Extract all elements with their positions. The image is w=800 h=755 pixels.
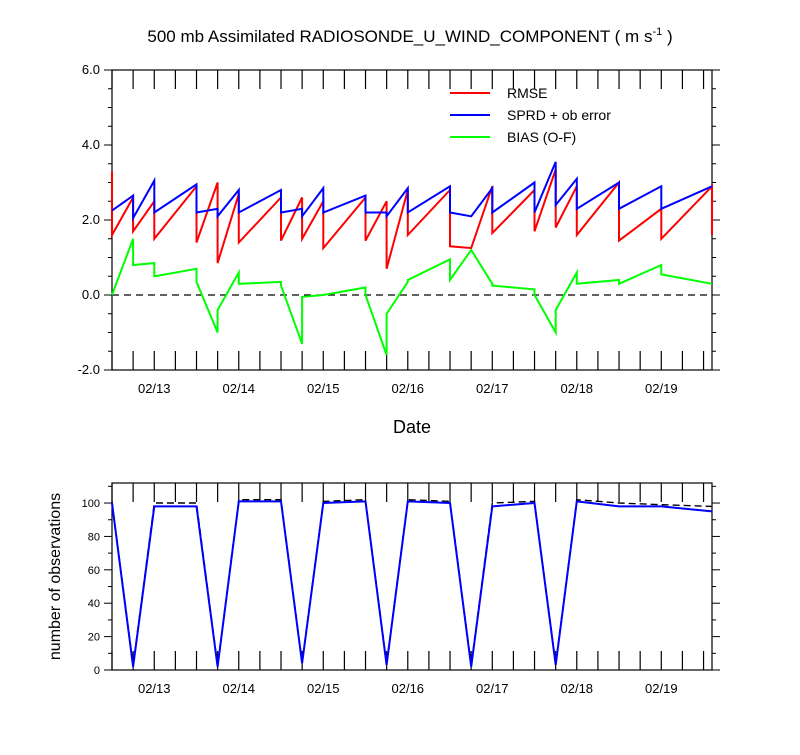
bottom-x-tick-label: 02/19 (645, 681, 678, 696)
bottom-y-axis-label: number of observations (47, 493, 64, 660)
top-y-tick-label: 0.0 (82, 287, 100, 302)
top-y-tick-label: -2.0 (78, 362, 100, 377)
bottom-y-tick-label: 0 (94, 665, 100, 677)
bottom-x-tick-label: 02/13 (138, 681, 171, 696)
bottom-y-tick-label: 100 (82, 498, 100, 510)
top-y-tick-label: 6.0 (82, 62, 100, 77)
top-x-tick-label: 02/14 (222, 381, 255, 396)
bottom-x-tick-label: 02/16 (392, 681, 425, 696)
bottom-plot-frame (111, 482, 713, 671)
top-x-tick-label: 02/15 (307, 381, 340, 396)
top-y-tick-label: 2.0 (82, 212, 100, 227)
bottom-x-tick-label: 02/18 (561, 681, 594, 696)
bottom-x-tick-label: 02/14 (222, 681, 255, 696)
top-series-sprd-ob-error (111, 161, 713, 222)
top-x-axis-label: Date (393, 417, 431, 437)
top-x-tick-label: 02/19 (645, 381, 678, 396)
legend-label: RMSE (507, 85, 547, 101)
legend-label: SPRD + ob error (507, 107, 611, 123)
bottom-series-series-1 (111, 500, 713, 667)
top-x-tick-label: 02/18 (561, 381, 594, 396)
bottom-x-tick-label: 02/17 (476, 681, 509, 696)
bottom-plot: 0 20 40 60 80 100 02/13 02/14 02/15 02/16 02/17 02/… (47, 482, 720, 696)
bottom-y-tick-label: 80 (88, 531, 100, 543)
top-x-tick-label: 02/16 (392, 381, 425, 396)
top-series-bias-o-f (111, 238, 713, 356)
bottom-series-series-0 (111, 498, 713, 666)
top-series-rmse (111, 169, 713, 270)
bottom-x-tick-label: 02/15 (307, 681, 340, 696)
top-y-tick-label: 4.0 (82, 137, 100, 152)
top-plot: -2.0 0.0 2.0 4.0 6.0 02/13 02/14 02/15 02/16 02/1… (78, 62, 720, 437)
top-x-tick-label: 02/13 (138, 381, 171, 396)
bottom-y-tick-label: 60 (88, 565, 100, 577)
legend-label: BIAS (O-F) (507, 129, 576, 145)
bottom-y-tick-label: 20 (88, 632, 100, 644)
top-x-tick-label: 02/17 (476, 381, 509, 396)
top-plot-frame (111, 69, 713, 371)
chart-title: 500 mb Assimilated RADIOSONDE_U_WIND_COM… (147, 26, 672, 46)
bottom-y-tick-label: 40 (88, 598, 100, 610)
